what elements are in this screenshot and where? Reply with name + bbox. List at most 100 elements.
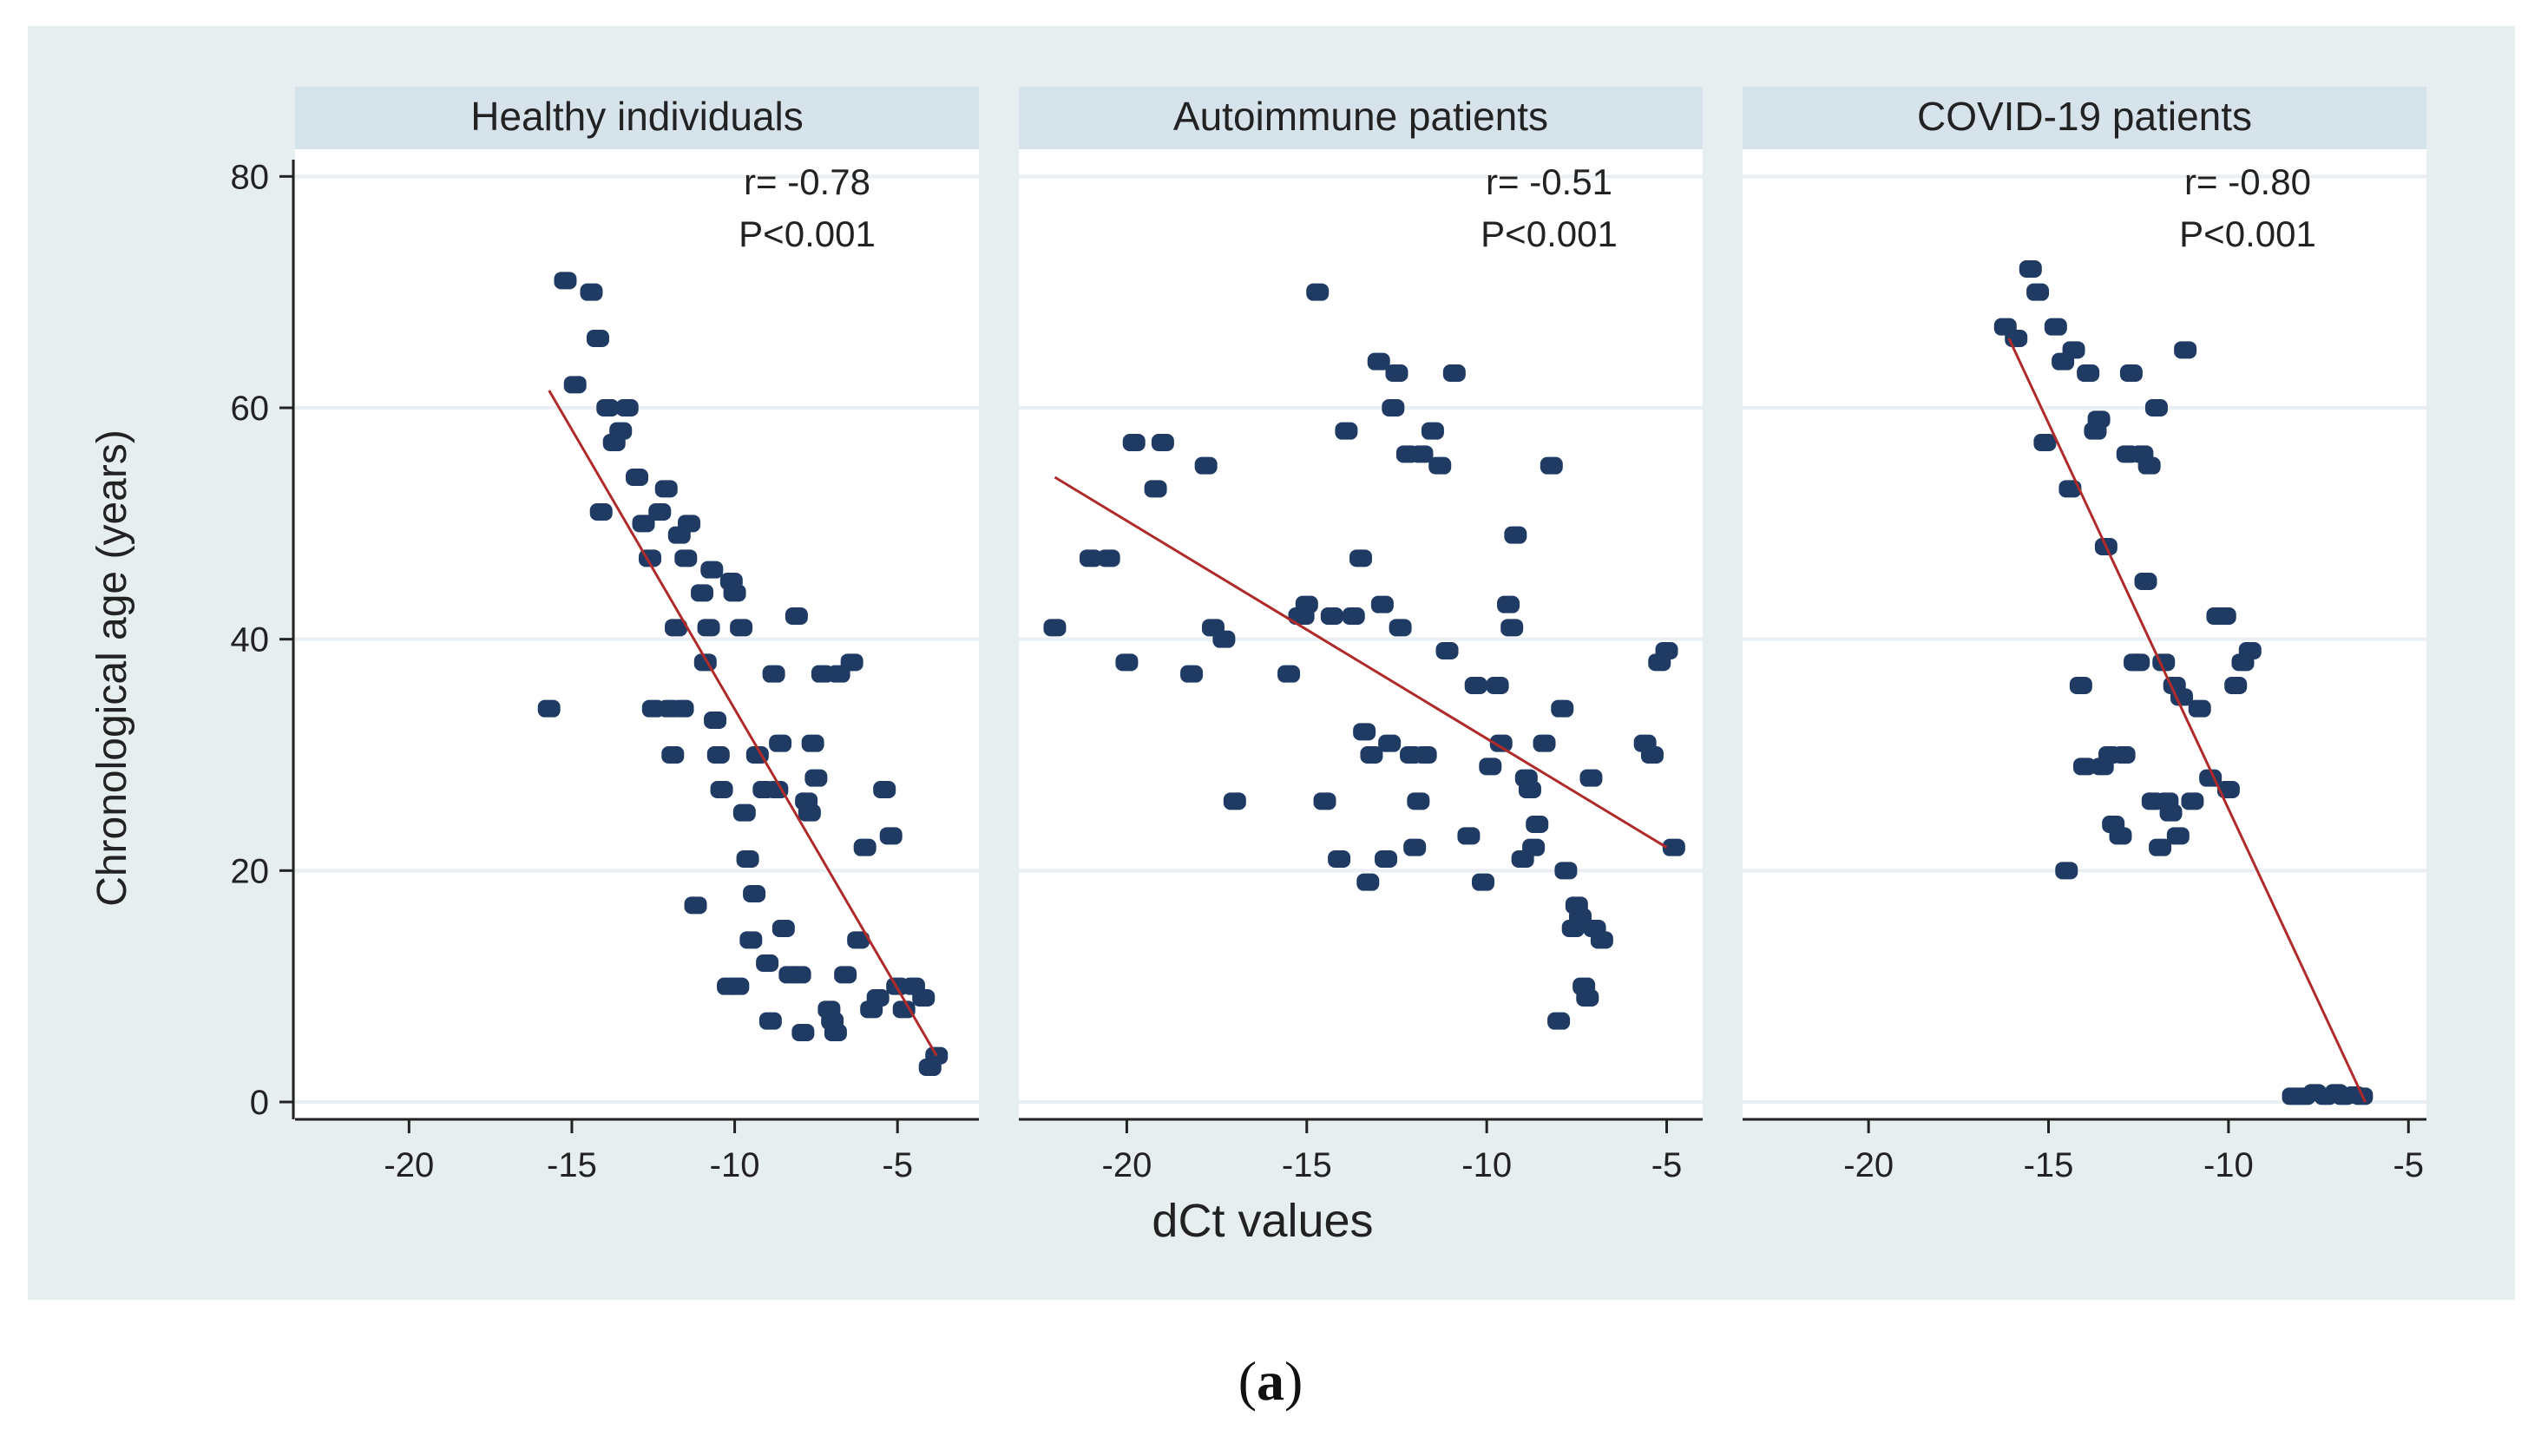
fit-line (548, 390, 938, 1057)
data-point (609, 422, 633, 440)
data-point (1403, 838, 1427, 856)
data-point (2149, 838, 2172, 856)
data-point (2112, 746, 2136, 764)
caption-close: ) (1284, 1350, 1303, 1412)
data-point (1428, 456, 1452, 475)
data-point (2224, 677, 2248, 694)
data-point (771, 920, 795, 937)
data-point (1497, 595, 1520, 613)
data-point (2174, 341, 2197, 359)
data-point (1194, 456, 1218, 475)
data-point (1367, 352, 1390, 371)
data-point (654, 480, 678, 498)
data-point (791, 1024, 815, 1041)
x-tick-label: -15 (2024, 1146, 2074, 1184)
data-point (1435, 642, 1459, 659)
data-point (1353, 723, 1376, 741)
data-point (1342, 607, 1365, 625)
data-point (1382, 399, 1405, 416)
x-tick-label: -20 (1843, 1146, 1894, 1184)
data-point (2077, 364, 2100, 382)
data-point (2044, 318, 2067, 336)
data-point (2062, 341, 2085, 359)
data-point (1360, 746, 1383, 764)
data-point (2156, 792, 2179, 810)
data-point (1662, 838, 1685, 856)
data-point (1579, 769, 1603, 787)
data-point (1407, 792, 1430, 810)
data-point (736, 850, 759, 868)
data-point (710, 781, 733, 798)
data-point (596, 399, 620, 416)
data-point (788, 966, 811, 984)
data-point (2137, 456, 2161, 475)
x-tick-label: -10 (1461, 1146, 1512, 1184)
data-point (1576, 989, 1599, 1007)
data-point (1489, 734, 1513, 752)
data-point (756, 954, 779, 972)
data-point (1291, 607, 1315, 625)
data-point (1335, 422, 1358, 440)
stat-r: r= -0.78 (744, 161, 870, 202)
data-point (2026, 283, 2050, 301)
x-tick-label: -20 (1102, 1146, 1152, 1184)
stat-r: r= -0.80 (2184, 161, 2311, 202)
data-point (2109, 827, 2132, 845)
data-point (1655, 642, 1678, 659)
data-point (684, 896, 707, 915)
caption-open: ( (1238, 1350, 1257, 1412)
data-point (674, 549, 698, 567)
data-point (866, 989, 890, 1007)
x-tick-label: -15 (1282, 1146, 1332, 1184)
panel-header (1019, 87, 1703, 149)
data-point (648, 503, 672, 521)
data-point (2166, 827, 2190, 845)
data-point (1356, 873, 1380, 891)
y-axis-label: Chronological age (years) (89, 430, 135, 907)
data-point (1540, 456, 1563, 475)
data-point (743, 885, 766, 902)
panel-title: Autoimmune patients (1173, 94, 1548, 139)
data-point (1533, 734, 1556, 752)
panel-2: Autoimmune patients -20 -15 -10 -5 r= -0.51 P<… (1019, 87, 1703, 1184)
data-point (1306, 283, 1330, 301)
data-point (2005, 330, 2028, 347)
data-point (2238, 642, 2262, 659)
data-point (1378, 734, 1402, 752)
data-point (1547, 1012, 1571, 1030)
stat-p: P<0.001 (1481, 213, 1618, 254)
data-point (580, 283, 603, 301)
data-point (2033, 434, 2057, 451)
data-point (697, 619, 720, 637)
data-point (1526, 816, 1549, 833)
x-tick-label: -10 (2203, 1146, 2254, 1184)
x-tick-label: -5 (1651, 1146, 1683, 1184)
data-point (879, 827, 903, 845)
data-point (1640, 746, 1664, 764)
data-point (678, 515, 701, 533)
data-point (2170, 688, 2193, 706)
y-tick-label: 20 (231, 852, 270, 890)
data-point (1389, 619, 1412, 637)
fit-line (2007, 338, 2367, 1103)
data-point (2069, 677, 2092, 694)
data-point (1486, 677, 1509, 694)
data-point (758, 1012, 782, 1030)
data-point (632, 515, 655, 533)
data-point (1472, 873, 1495, 891)
data-point (726, 977, 750, 995)
data-point (1144, 480, 1167, 498)
data-point (1500, 619, 1524, 637)
panel-header (295, 87, 979, 149)
data-point (1151, 434, 1174, 451)
data-point (641, 699, 665, 718)
data-point (2213, 607, 2236, 625)
data-point (801, 734, 824, 752)
stat-p: P<0.001 (739, 213, 876, 254)
data-point (1223, 792, 1246, 810)
data-point (804, 769, 828, 787)
data-point (1421, 422, 1444, 440)
data-point (732, 803, 756, 822)
data-point (1442, 364, 1466, 382)
data-point (1551, 699, 1574, 718)
